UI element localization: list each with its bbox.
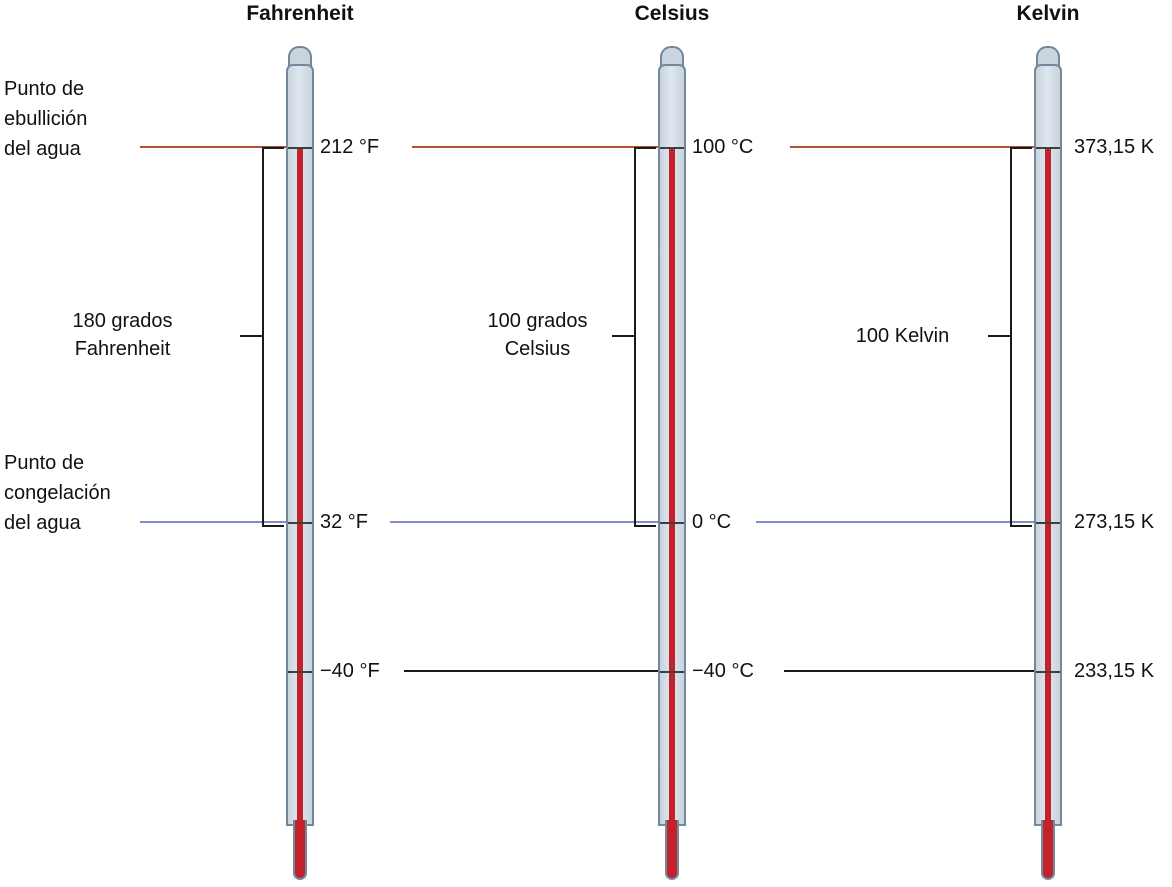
freezing-annotation-line3: del agua (4, 512, 81, 534)
kelvin-span-label-line1: 100 Kelvin (855, 325, 950, 347)
freezing-line-segment-right (756, 521, 1034, 523)
kelvin-freezing-value: 273,15 K (1074, 511, 1155, 533)
fahrenheit-boiling-value: 212 °F (320, 136, 380, 158)
fahrenheit-span-bracket (262, 147, 284, 527)
kelvin-boiling-value: 373,15 K (1074, 136, 1155, 158)
celsius-span-label: 100 grados Celsius (430, 307, 645, 363)
scale-title-fahrenheit: Fahrenheit (246, 2, 354, 25)
fahrenheit-span-label-line1: 180 grados (72, 310, 173, 332)
boiling-line-segment-right (790, 146, 1034, 148)
minus40-line-segment-mid (404, 670, 658, 672)
celsius-boiling-value: 100 °C (692, 136, 754, 158)
boiling-point-annotation: Punto de ebullición del agua (4, 74, 154, 164)
celsius-span-bracket (634, 147, 656, 527)
scale-title-kelvin: Kelvin (1016, 2, 1080, 25)
thermometer-tube (1034, 64, 1062, 826)
kelvin-minus40-value: 233,15 K (1074, 660, 1155, 682)
mercury-column (669, 148, 675, 824)
freezing-line-segment-left (140, 521, 286, 523)
celsius-span-bracket-tick (612, 335, 636, 337)
boiling-tick-mark (660, 147, 684, 149)
freezing-tick-mark (660, 522, 684, 524)
kelvin-span-bracket (1010, 147, 1032, 527)
fahrenheit-span-label-line2: Fahrenheit (74, 338, 171, 360)
boiling-annotation-line1: Punto de (4, 78, 85, 100)
freezing-annotation-line1: Punto de (4, 452, 85, 474)
freezing-line-segment-mid (390, 521, 658, 523)
boiling-annotation-line3: del agua (4, 138, 81, 160)
thermometer-tube (658, 64, 686, 826)
freezing-tick-mark (288, 522, 312, 524)
freezing-annotation-line2: congelación (4, 482, 111, 504)
thermometer-tube (286, 64, 314, 826)
thermometer-tip (665, 820, 679, 880)
fahrenheit-span-bracket-tick (240, 335, 264, 337)
celsius-freezing-value: 0 °C (692, 511, 732, 533)
celsius-minus40-value: −40 °C (692, 660, 754, 682)
minus40-tick-mark (660, 671, 684, 673)
scale-title-celsius: Celsius (634, 2, 710, 25)
minus40-tick-mark (288, 671, 312, 673)
fahrenheit-span-label: 180 grados Fahrenheit (15, 307, 230, 363)
boiling-line-segment-left (140, 146, 286, 148)
celsius-span-label-line2: Celsius (504, 338, 571, 360)
boiling-annotation-line2: ebullición (4, 108, 88, 130)
boiling-tick-mark (288, 147, 312, 149)
celsius-span-label-line1: 100 grados (487, 310, 588, 332)
mercury-column (1045, 148, 1051, 824)
minus40-line-segment-right (784, 670, 1034, 672)
minus40-tick-mark (1036, 671, 1060, 673)
mercury-column (297, 148, 303, 824)
fahrenheit-freezing-value: 32 °F (320, 511, 369, 533)
thermometer-tip (293, 820, 307, 880)
boiling-line-segment-mid (412, 146, 658, 148)
kelvin-span-label: 100 Kelvin (795, 322, 1010, 350)
fahrenheit-minus40-value: −40 °F (320, 660, 380, 682)
kelvin-span-bracket-tick (988, 335, 1012, 337)
boiling-tick-mark (1036, 147, 1060, 149)
thermometer-tip (1041, 820, 1055, 880)
freezing-tick-mark (1036, 522, 1060, 524)
freezing-point-annotation: Punto de congelación del agua (4, 448, 154, 538)
